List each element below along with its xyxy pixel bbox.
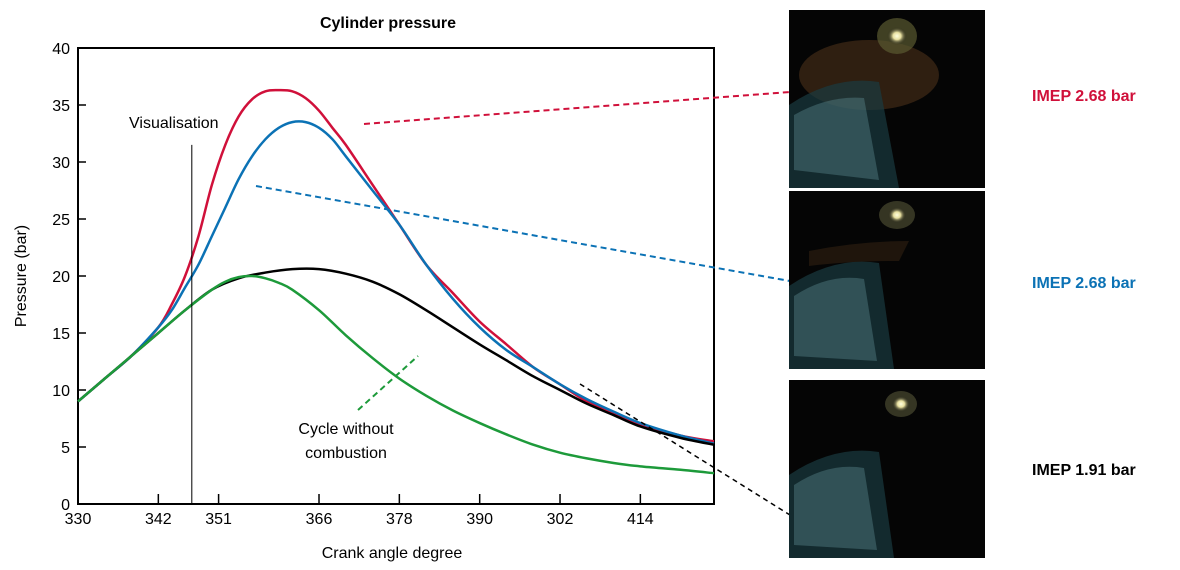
- chart-title: Cylinder pressure: [320, 15, 456, 32]
- x-tick-label: 366: [306, 511, 333, 528]
- imep-label-1: IMEP 2.68 bar: [1032, 88, 1136, 105]
- red-leader: [363, 91, 791, 125]
- y-tick-label: 25: [52, 212, 70, 229]
- y-tick-label: 0: [61, 497, 70, 514]
- y-tick-label: 10: [52, 383, 70, 400]
- y-tick-label: 40: [52, 41, 70, 58]
- series-line-3: [77, 267, 715, 446]
- x-tick-label: 351: [205, 511, 232, 528]
- x-tick-label: 390: [466, 511, 493, 528]
- y-axis: 0 5 10 15 20 25 30 35 40: [52, 41, 86, 514]
- x-tick-label: 342: [145, 511, 172, 528]
- x-tick-label: 378: [386, 511, 413, 528]
- no-combustion-label-line1: Cycle without: [298, 421, 394, 438]
- combustion-image-2: [789, 191, 985, 369]
- visualisation-label: Visualisation: [129, 115, 219, 132]
- imep-label-3: IMEP 1.91 bar: [1032, 462, 1136, 479]
- no-combustion-leader: [357, 355, 419, 411]
- blue-leader: [255, 185, 791, 282]
- imep-label-2: IMEP 2.68 bar: [1032, 275, 1136, 292]
- y-tick-label: 35: [52, 98, 70, 115]
- series-lines: [77, 88, 715, 475]
- y-axis-label: Pressure (bar): [13, 225, 30, 327]
- combustion-image-3: [789, 380, 985, 558]
- y-tick-label: 15: [52, 326, 70, 343]
- x-axis: 330 342 351 366 378 390 302 414: [65, 494, 654, 528]
- series-line-1: [77, 88, 715, 443]
- x-axis-label: Crank angle degree: [322, 545, 463, 562]
- y-tick-label: 20: [52, 269, 70, 286]
- y-tick-label: 5: [61, 440, 70, 457]
- x-tick-label: 302: [547, 511, 574, 528]
- series-line-4: [77, 274, 715, 475]
- combustion-image-1: [789, 10, 985, 188]
- x-tick-label: 414: [627, 511, 654, 528]
- no-combustion-label-line2: combustion: [305, 445, 387, 462]
- black-leader: [579, 383, 791, 516]
- y-tick-label: 30: [52, 155, 70, 172]
- series-line-2: [77, 120, 715, 445]
- x-tick-label: 330: [65, 511, 92, 528]
